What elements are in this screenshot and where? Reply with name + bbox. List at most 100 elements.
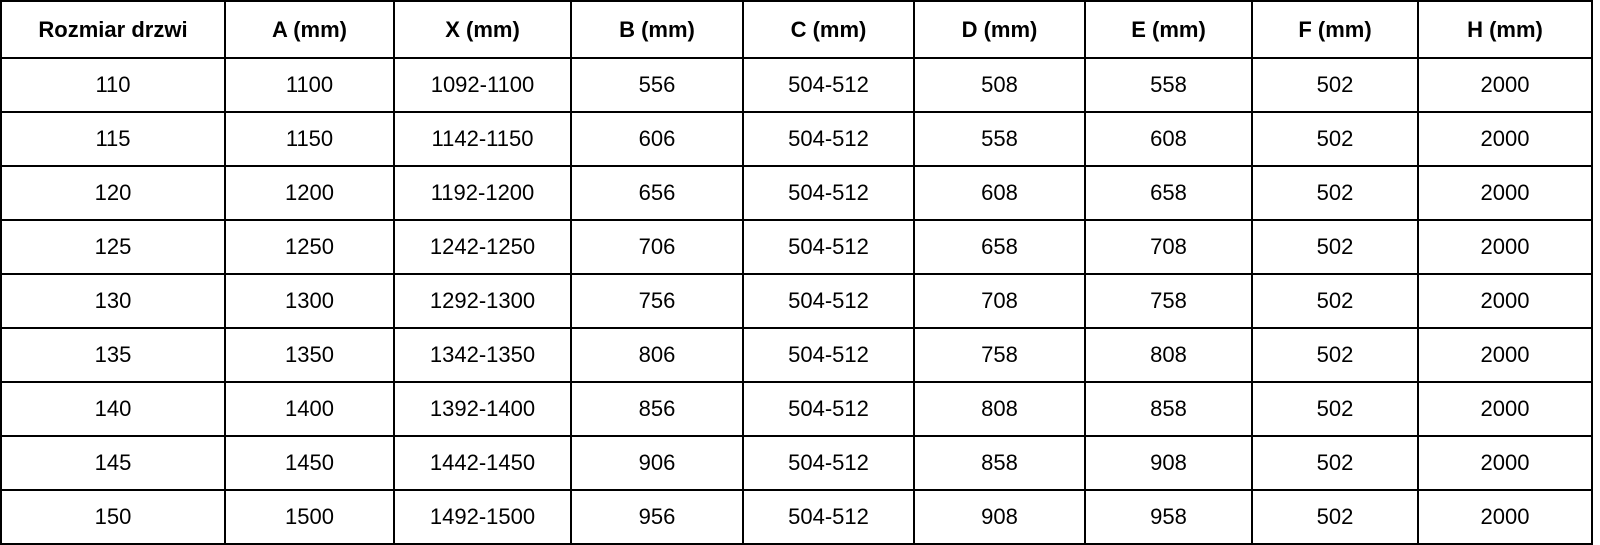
cell-d: 658 xyxy=(913,219,1086,275)
cell-b: 656 xyxy=(570,165,744,221)
cell-c: 504-512 xyxy=(742,273,915,329)
cell-c: 504-512 xyxy=(742,111,915,167)
column-header-d: D (mm) xyxy=(913,0,1086,59)
cell-d: 858 xyxy=(913,435,1086,491)
cell-h: 2000 xyxy=(1417,327,1593,383)
cell-size: 145 xyxy=(0,435,226,491)
cell-f: 502 xyxy=(1251,219,1419,275)
cell-f: 502 xyxy=(1251,111,1419,167)
cell-h: 2000 xyxy=(1417,57,1593,113)
cell-e: 858 xyxy=(1084,381,1253,437)
cell-c: 504-512 xyxy=(742,381,915,437)
cell-size: 125 xyxy=(0,219,226,275)
cell-x: 1342-1350 xyxy=(393,327,572,383)
cell-b: 806 xyxy=(570,327,744,383)
cell-h: 2000 xyxy=(1417,381,1593,437)
cell-h: 2000 xyxy=(1417,273,1593,329)
cell-c: 504-512 xyxy=(742,165,915,221)
cell-c: 504-512 xyxy=(742,219,915,275)
column-header-rozmiar-drzwi: Rozmiar drzwi xyxy=(0,0,226,59)
cell-e: 958 xyxy=(1084,489,1253,545)
cell-e: 708 xyxy=(1084,219,1253,275)
cell-d: 708 xyxy=(913,273,1086,329)
cell-a: 1250 xyxy=(224,219,395,275)
cell-e: 658 xyxy=(1084,165,1253,221)
cell-h: 2000 xyxy=(1417,435,1593,491)
cell-e: 558 xyxy=(1084,57,1253,113)
cell-size: 135 xyxy=(0,327,226,383)
cell-h: 2000 xyxy=(1417,489,1593,545)
cell-d: 908 xyxy=(913,489,1086,545)
cell-d: 808 xyxy=(913,381,1086,437)
cell-f: 502 xyxy=(1251,165,1419,221)
cell-a: 1350 xyxy=(224,327,395,383)
cell-a: 1500 xyxy=(224,489,395,545)
cell-x: 1392-1400 xyxy=(393,381,572,437)
cell-a: 1200 xyxy=(224,165,395,221)
cell-x: 1242-1250 xyxy=(393,219,572,275)
cell-b: 706 xyxy=(570,219,744,275)
column-header-h: H (mm) xyxy=(1417,0,1593,59)
cell-d: 758 xyxy=(913,327,1086,383)
table-row: 140 1400 1392-1400 856 504-512 808 858 5… xyxy=(0,381,1593,437)
cell-b: 756 xyxy=(570,273,744,329)
cell-a: 1300 xyxy=(224,273,395,329)
cell-size: 120 xyxy=(0,165,226,221)
cell-x: 1192-1200 xyxy=(393,165,572,221)
cell-e: 608 xyxy=(1084,111,1253,167)
cell-d: 508 xyxy=(913,57,1086,113)
cell-f: 502 xyxy=(1251,57,1419,113)
cell-f: 502 xyxy=(1251,381,1419,437)
cell-f: 502 xyxy=(1251,327,1419,383)
cell-f: 502 xyxy=(1251,435,1419,491)
cell-x: 1292-1300 xyxy=(393,273,572,329)
cell-c: 504-512 xyxy=(742,489,915,545)
table-row: 130 1300 1292-1300 756 504-512 708 758 5… xyxy=(0,273,1593,329)
cell-b: 856 xyxy=(570,381,744,437)
cell-f: 502 xyxy=(1251,489,1419,545)
cell-size: 110 xyxy=(0,57,226,113)
cell-size: 130 xyxy=(0,273,226,329)
cell-b: 906 xyxy=(570,435,744,491)
table-header: Rozmiar drzwi A (mm) X (mm) B (mm) C (mm… xyxy=(0,0,1593,59)
cell-a: 1100 xyxy=(224,57,395,113)
cell-e: 908 xyxy=(1084,435,1253,491)
cell-a: 1450 xyxy=(224,435,395,491)
cell-x: 1142-1150 xyxy=(393,111,572,167)
table-header-row: Rozmiar drzwi A (mm) X (mm) B (mm) C (mm… xyxy=(0,0,1593,59)
table-row: 120 1200 1192-1200 656 504-512 608 658 5… xyxy=(0,165,1593,221)
cell-b: 556 xyxy=(570,57,744,113)
table-row: 135 1350 1342-1350 806 504-512 758 808 5… xyxy=(0,327,1593,383)
cell-x: 1442-1450 xyxy=(393,435,572,491)
cell-d: 558 xyxy=(913,111,1086,167)
cell-b: 956 xyxy=(570,489,744,545)
cell-c: 504-512 xyxy=(742,435,915,491)
cell-e: 808 xyxy=(1084,327,1253,383)
column-header-c: C (mm) xyxy=(742,0,915,59)
cell-f: 502 xyxy=(1251,273,1419,329)
table-row: 150 1500 1492-1500 956 504-512 908 958 5… xyxy=(0,489,1593,545)
table-body: 110 1100 1092-1100 556 504-512 508 558 5… xyxy=(0,57,1593,545)
table-row: 125 1250 1242-1250 706 504-512 658 708 5… xyxy=(0,219,1593,275)
column-header-f: F (mm) xyxy=(1251,0,1419,59)
cell-h: 2000 xyxy=(1417,219,1593,275)
cell-b: 606 xyxy=(570,111,744,167)
cell-h: 2000 xyxy=(1417,111,1593,167)
column-header-b: B (mm) xyxy=(570,0,744,59)
column-header-e: E (mm) xyxy=(1084,0,1253,59)
cell-size: 115 xyxy=(0,111,226,167)
cell-e: 758 xyxy=(1084,273,1253,329)
cell-a: 1150 xyxy=(224,111,395,167)
cell-c: 504-512 xyxy=(742,327,915,383)
cell-size: 140 xyxy=(0,381,226,437)
table-row: 145 1450 1442-1450 906 504-512 858 908 5… xyxy=(0,435,1593,491)
column-header-a: A (mm) xyxy=(224,0,395,59)
cell-c: 504-512 xyxy=(742,57,915,113)
cell-size: 150 xyxy=(0,489,226,545)
column-header-x: X (mm) xyxy=(393,0,572,59)
table-row: 115 1150 1142-1150 606 504-512 558 608 5… xyxy=(0,111,1593,167)
cell-x: 1492-1500 xyxy=(393,489,572,545)
cell-h: 2000 xyxy=(1417,165,1593,221)
cell-d: 608 xyxy=(913,165,1086,221)
cell-x: 1092-1100 xyxy=(393,57,572,113)
